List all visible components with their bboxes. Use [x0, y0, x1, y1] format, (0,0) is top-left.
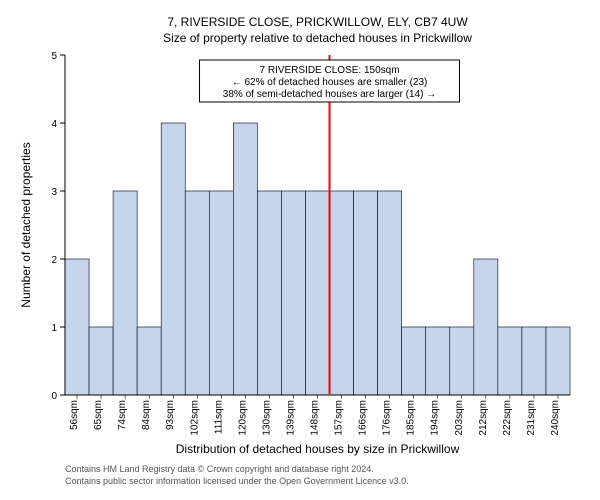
svg-text:Number of detached properties: Number of detached properties — [19, 142, 33, 307]
svg-text:84sqm: 84sqm — [141, 400, 152, 430]
svg-text:74sqm: 74sqm — [117, 400, 128, 430]
svg-text:203sqm: 203sqm — [454, 400, 465, 436]
svg-text:222sqm: 222sqm — [502, 400, 513, 436]
svg-text:120sqm: 120sqm — [237, 400, 248, 436]
svg-text:← 62% of detached houses are s: ← 62% of detached houses are smaller (23… — [232, 77, 428, 88]
svg-text:166sqm: 166sqm — [358, 400, 369, 436]
svg-text:139sqm: 139sqm — [285, 400, 296, 436]
svg-text:176sqm: 176sqm — [382, 400, 393, 436]
svg-text:130sqm: 130sqm — [261, 400, 272, 436]
svg-text:212sqm: 212sqm — [478, 400, 489, 436]
svg-text:Contains HM Land Registry data: Contains HM Land Registry data © Crown c… — [65, 464, 374, 474]
svg-text:7 RIVERSIDE CLOSE: 150sqm: 7 RIVERSIDE CLOSE: 150sqm — [259, 65, 399, 76]
svg-text:148sqm: 148sqm — [310, 400, 321, 436]
svg-text:1: 1 — [51, 323, 57, 334]
svg-text:38% of semi-detached houses ar: 38% of semi-detached houses are larger (… — [223, 89, 436, 100]
svg-text:Contains public sector informa: Contains public sector information licen… — [65, 476, 409, 486]
svg-text:102sqm: 102sqm — [189, 400, 200, 436]
svg-text:Size of property relative to d: Size of property relative to detached ho… — [163, 31, 472, 45]
svg-text:56sqm: 56sqm — [69, 400, 80, 430]
svg-text:3: 3 — [51, 187, 57, 198]
svg-text:0: 0 — [51, 391, 57, 402]
svg-text:194sqm: 194sqm — [430, 400, 441, 436]
svg-text:2: 2 — [51, 255, 57, 266]
svg-text:4: 4 — [51, 119, 57, 130]
svg-text:65sqm: 65sqm — [93, 400, 104, 430]
chart-svg: 7, RIVERSIDE CLOSE, PRICKWILLOW, ELY, CB… — [10, 10, 590, 490]
svg-text:157sqm: 157sqm — [334, 400, 345, 436]
svg-text:5: 5 — [51, 51, 57, 62]
svg-text:240sqm: 240sqm — [550, 400, 561, 436]
svg-text:Distribution of detached house: Distribution of detached houses by size … — [176, 442, 460, 456]
histogram-chart: 7, RIVERSIDE CLOSE, PRICKWILLOW, ELY, CB… — [10, 10, 590, 490]
svg-text:93sqm: 93sqm — [165, 400, 176, 430]
svg-text:185sqm: 185sqm — [406, 400, 417, 436]
svg-text:7, RIVERSIDE CLOSE, PRICKWILLO: 7, RIVERSIDE CLOSE, PRICKWILLOW, ELY, CB… — [167, 15, 468, 29]
svg-text:231sqm: 231sqm — [526, 400, 537, 436]
svg-text:111sqm: 111sqm — [213, 400, 224, 434]
